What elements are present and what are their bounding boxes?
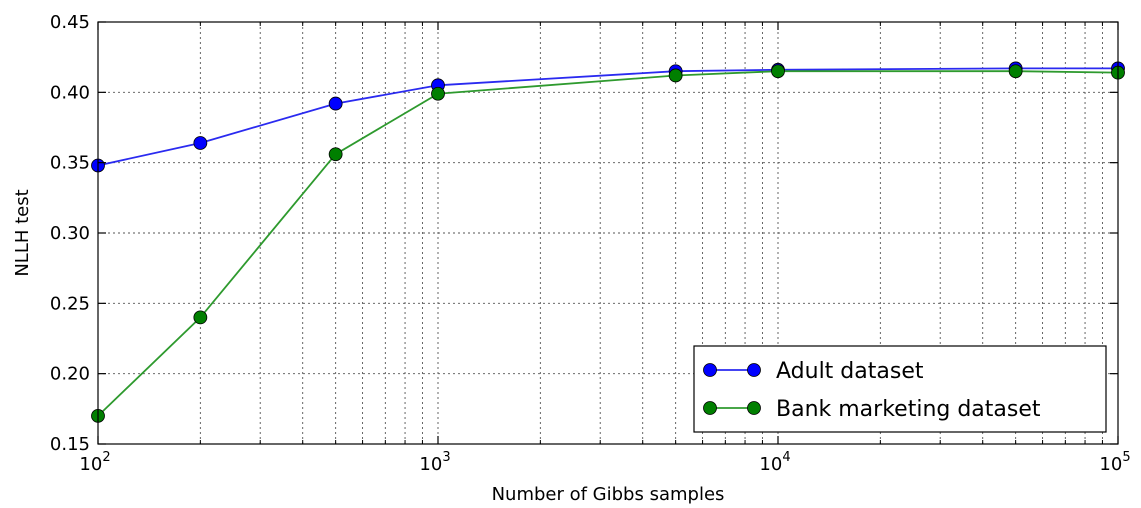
series-line-1 (97, 70, 1119, 417)
x-tick-label: 102 (79, 450, 110, 475)
series-point-1 (328, 147, 343, 162)
axis-ticks: 102 103 104 105 0.15 0.20 0.25 0.30 0.35 0.40 0.45 (50, 12, 1131, 475)
series-point-0 (193, 136, 208, 150)
y-tick-label: 0.30 (50, 223, 90, 244)
series-point-1 (668, 68, 683, 83)
y-tick-label: 0.15 (50, 434, 90, 455)
series-point-1 (1008, 64, 1023, 79)
x-tick-label: 103 (419, 450, 450, 475)
series-point-1 (193, 310, 208, 325)
legend-marker-adult (703, 363, 717, 377)
legend-marker-adult (747, 363, 761, 377)
y-axis-label: NLLH test (12, 189, 33, 276)
series-point-0 (328, 96, 343, 111)
legend: Adult dataset Bank marketing dataset (693, 345, 1107, 433)
y-tick-label: 0.20 (50, 364, 90, 385)
y-tick-label: 0.45 (50, 12, 90, 33)
x-tick-label: 105 (1099, 450, 1130, 475)
legend-box (693, 345, 1107, 433)
legend-label-bank: Bank marketing dataset (776, 397, 1041, 422)
series-point-1 (771, 64, 785, 79)
y-tick-label: 0.35 (50, 153, 90, 174)
series-line-0 (97, 67, 1118, 167)
legend-item-adult: Adult dataset (703, 359, 924, 384)
legend-item-bank: Bank marketing dataset (703, 397, 1041, 422)
x-axis-label: Number of Gibbs samples (492, 484, 725, 505)
y-tick-label: 0.25 (50, 293, 90, 314)
series-point-1 (431, 86, 445, 101)
legend-marker-bank (703, 401, 717, 415)
x-tick-label: 104 (759, 450, 790, 475)
y-tick-label: 0.40 (50, 82, 90, 103)
legend-marker-bank (747, 401, 761, 415)
legend-label-adult: Adult dataset (776, 359, 924, 384)
